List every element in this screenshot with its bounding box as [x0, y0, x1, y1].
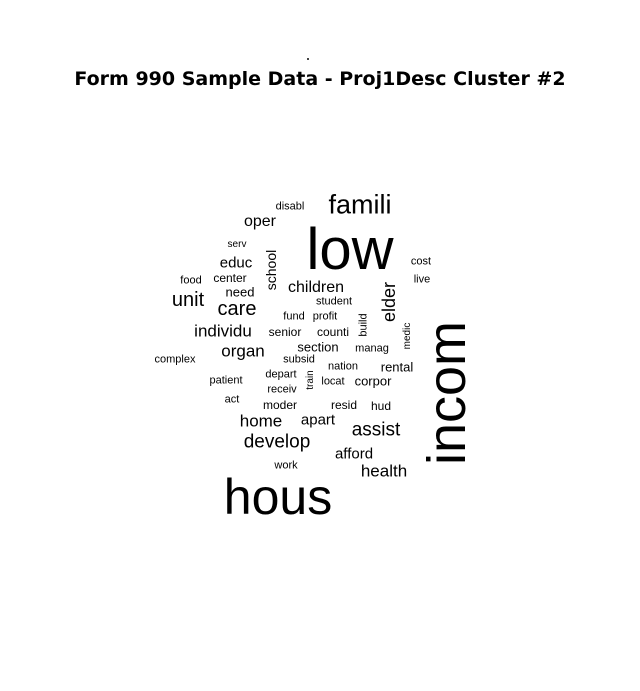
word-work: work — [274, 459, 298, 472]
word-hous: hous — [223, 469, 333, 525]
word-assist: assist — [351, 419, 401, 441]
word-unit: unit — [171, 289, 205, 311]
word-build: build — [357, 313, 370, 337]
word-receiv: receiv — [267, 383, 297, 396]
word-oper: oper — [243, 213, 277, 230]
word-afford: afford — [334, 445, 374, 463]
word-live: live — [413, 273, 431, 286]
word-profit: profit — [312, 310, 338, 323]
word-complex: complex — [154, 353, 196, 366]
word-manag: manag — [355, 342, 389, 355]
word-elder: elder — [379, 281, 399, 323]
stray-dot — [307, 58, 309, 60]
word-counti: counti — [316, 325, 350, 339]
word-rental: rental — [380, 359, 414, 375]
word-senior: senior — [268, 325, 302, 339]
word-incom: incom — [417, 320, 477, 466]
word-children: children — [287, 279, 345, 296]
word-center: center — [213, 271, 247, 285]
word-act: act — [224, 393, 240, 406]
word-serv: serv — [227, 239, 247, 250]
word-individu: individu — [194, 321, 252, 341]
word-cost: cost — [410, 255, 432, 268]
word-corpor: corpor — [354, 373, 392, 389]
word-care: care — [217, 298, 257, 320]
word-patient: patient — [209, 374, 243, 387]
word-medic: medic — [402, 322, 413, 350]
word-moder: moder — [262, 398, 298, 412]
word-health: health — [360, 461, 408, 481]
word-school: school — [263, 249, 279, 291]
word-disabl: disabl — [275, 200, 305, 213]
word-depart: depart — [265, 368, 297, 381]
word-hud: hud — [370, 399, 392, 413]
word-apart: apart — [300, 411, 336, 429]
word-home: home — [239, 411, 283, 431]
word-educ: educ — [219, 254, 253, 272]
word-need: need — [225, 284, 255, 300]
word-organ: organ — [221, 341, 265, 361]
word-fund: fund — [283, 310, 305, 323]
word-low: low — [306, 217, 394, 282]
word-resid: resid — [330, 398, 358, 412]
word-subsid: subsid — [283, 353, 315, 366]
word-develop: develop — [243, 431, 311, 453]
word-food: food — [180, 274, 202, 287]
word-train: train — [305, 370, 316, 390]
word-locat: locat — [321, 375, 345, 388]
word-section: section — [297, 339, 339, 355]
word-famili: famili — [328, 189, 392, 220]
page-title: Form 990 Sample Data - Proj1Desc Cluster… — [74, 68, 566, 90]
word-student: student — [315, 295, 353, 308]
word-nation: nation — [328, 360, 358, 373]
